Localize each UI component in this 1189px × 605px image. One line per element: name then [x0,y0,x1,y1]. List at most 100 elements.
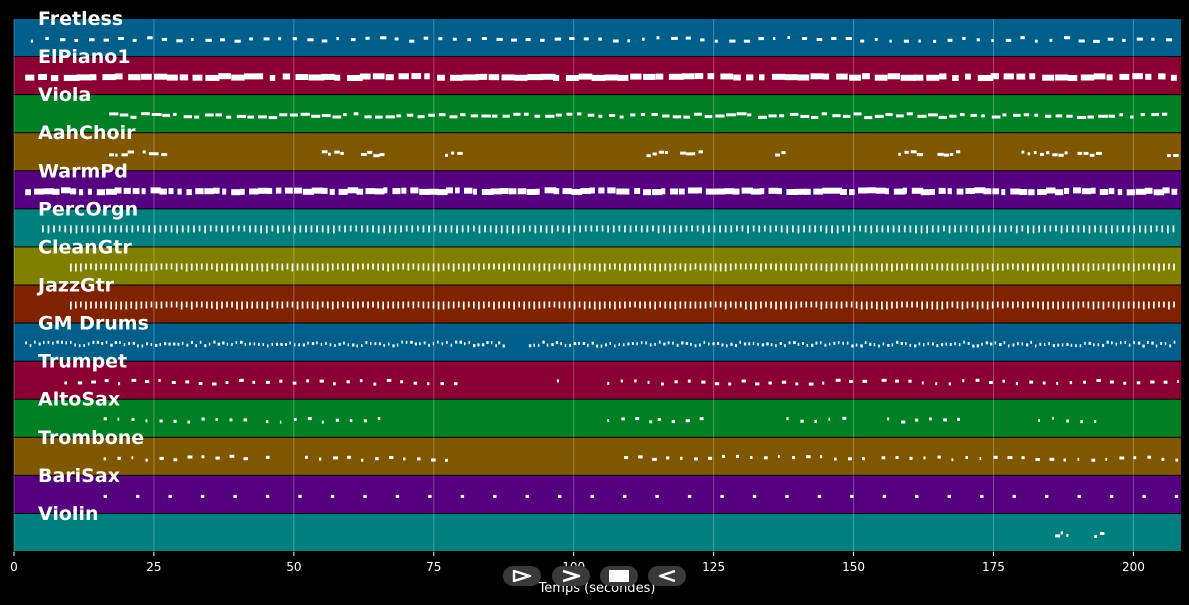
note [790,301,792,310]
note [609,114,616,117]
note [90,301,92,309]
note [949,153,954,156]
note [990,73,999,80]
note [232,225,234,232]
note [906,263,908,270]
note [870,225,873,234]
note [881,225,884,233]
note [148,152,156,156]
note [310,225,313,233]
note [258,115,267,119]
note [860,344,863,348]
note [291,263,294,272]
note [206,263,208,271]
note [125,225,128,233]
next-button[interactable] [552,566,590,586]
note [881,301,883,310]
note [694,112,703,116]
note [792,456,796,460]
note [1021,225,1024,232]
note [920,189,930,196]
play-button[interactable] [503,566,541,586]
note [311,263,314,271]
note [810,263,813,271]
note [438,37,443,41]
note [659,301,661,308]
note [1042,381,1046,385]
note [750,188,762,195]
note [1102,301,1105,310]
track-lane [14,323,1181,361]
note [168,342,171,346]
note [662,114,670,118]
note [612,225,615,233]
note [663,225,665,233]
note [357,301,359,309]
back-button[interactable] [648,566,686,586]
note [375,457,379,461]
track-label: ElPiano1 [38,46,131,68]
note [1057,263,1059,270]
note [830,301,833,309]
note [1046,187,1056,194]
note [1052,416,1054,420]
note [806,344,809,347]
note [457,263,460,270]
note [821,112,828,116]
note [1097,343,1100,347]
note [724,301,727,310]
note [321,263,324,271]
note [170,301,173,308]
note [757,115,767,119]
note [836,225,839,234]
note [422,263,425,271]
note [279,113,288,117]
note [778,454,780,458]
note [350,38,356,42]
note [1055,74,1069,81]
note [190,341,193,344]
note [951,301,954,308]
note [982,225,984,233]
note [937,225,940,233]
note [147,36,153,40]
note [835,378,841,382]
note [300,112,310,116]
note [658,340,661,344]
note [1161,225,1164,233]
track-label: WarmPd [38,160,128,182]
note [739,263,742,270]
note [1001,301,1004,309]
note [977,75,994,81]
note [775,301,777,310]
note [120,263,122,271]
note [671,420,676,424]
note [173,112,177,116]
note [130,263,133,271]
note [1106,340,1109,344]
stop-button[interactable] [600,566,638,586]
note [412,263,415,270]
note [75,263,77,272]
note [141,112,150,116]
track-lane [14,361,1181,399]
note [609,263,611,270]
note [882,494,887,498]
note [422,225,425,233]
note [253,342,256,346]
track-label: Viola [38,84,91,106]
note [624,225,626,233]
note [745,263,747,270]
note [1080,74,1095,81]
note [898,225,900,233]
note [428,494,432,498]
note [1137,341,1141,345]
note [931,263,934,270]
note [802,37,808,40]
note [493,301,495,310]
note [785,494,789,498]
note [1130,115,1134,119]
note [352,301,354,309]
note [442,301,445,310]
note [109,112,119,116]
